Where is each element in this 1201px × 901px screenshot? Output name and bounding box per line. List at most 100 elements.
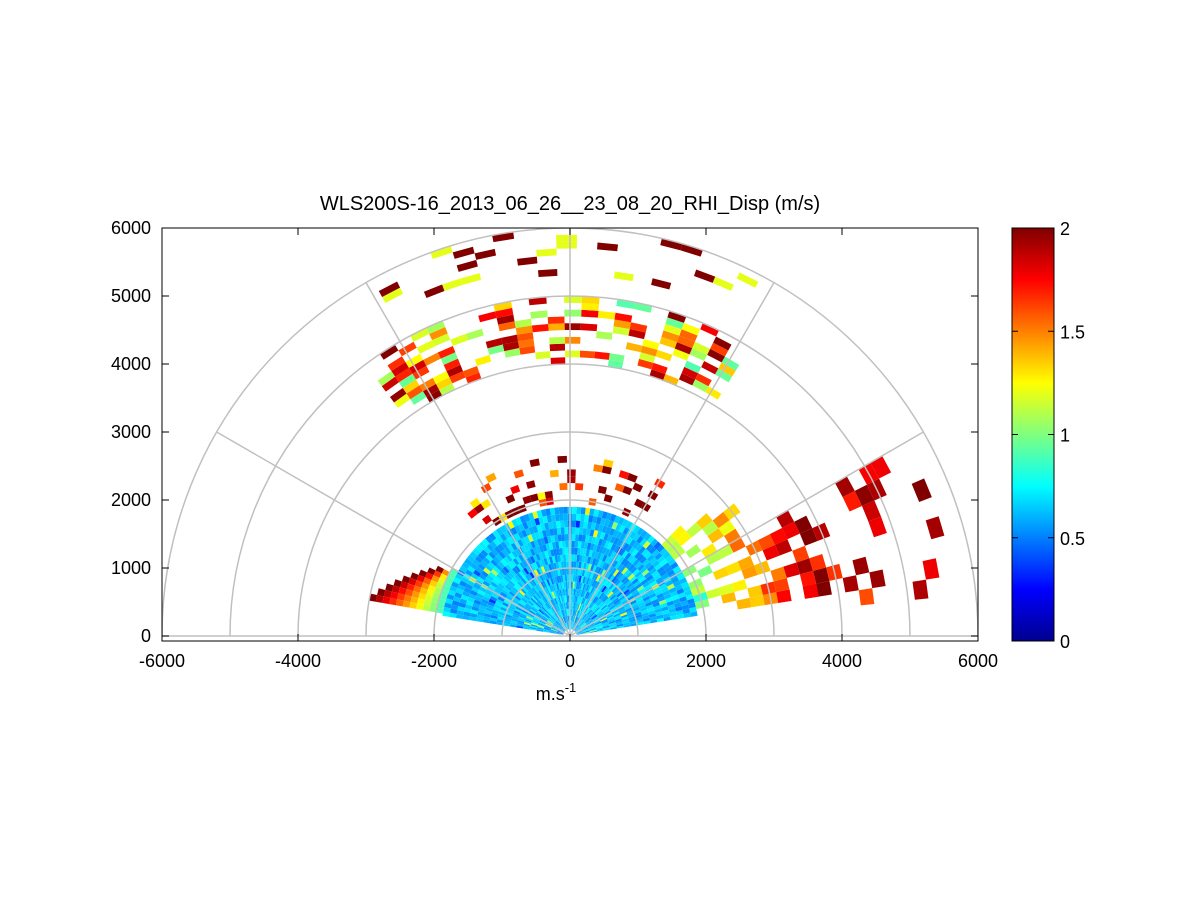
heatmap-gate-1382	[465, 600, 474, 607]
heatmap-gate-909	[543, 565, 548, 573]
heatmap-gate-359	[650, 538, 659, 547]
heatmap-gate-1586	[925, 516, 945, 540]
heatmap-gate-821	[553, 548, 558, 556]
heatmap-gate-1610	[603, 494, 613, 503]
heatmap-gate-1406	[543, 628, 551, 632]
heatmap-gate-878	[538, 530, 544, 539]
heatmap-gate-1028	[554, 613, 559, 620]
heatmap-gate-1463	[439, 573, 448, 581]
heatmap-gate-1608	[614, 483, 625, 493]
heatmap-gate-895	[536, 538, 543, 546]
heatmap-gate-326	[583, 616, 590, 622]
heatmap-gate-1764	[736, 272, 759, 288]
heatmap-gate-1323	[501, 604, 509, 610]
heatmap-gate-427	[621, 550, 629, 559]
heatmap-gate-1562	[723, 528, 741, 545]
heatmap-gate-605	[588, 549, 593, 558]
heatmap-gate-820	[554, 555, 559, 563]
heatmap-gate-966	[526, 549, 533, 558]
heatmap-gate-267	[654, 563, 663, 571]
heatmap-gate-1054	[520, 569, 528, 577]
heatmap-gate-835	[556, 575, 560, 583]
heatmap-gate-789	[555, 520, 561, 529]
heatmap-gate-1732	[446, 364, 464, 378]
heatmap-gate-1149	[485, 554, 494, 562]
heatmap-gate-528	[587, 585, 592, 593]
heatmap-gate-1154	[549, 617, 556, 623]
heatmap-gate-1336	[531, 620, 539, 624]
heatmap-gate-1731	[449, 371, 466, 384]
heatmap-gate-374	[634, 551, 642, 560]
heatmap-gate-441	[605, 571, 611, 579]
heatmap-gate-744	[567, 581, 570, 589]
heatmap-gate-617	[577, 589, 581, 597]
heatmap-gate-156	[648, 592, 657, 599]
heatmap-gate-358	[645, 543, 654, 552]
heatmap-gate-492	[590, 586, 595, 594]
heatmap-gate-827	[545, 508, 551, 516]
heatmap-gate-125	[682, 585, 691, 593]
heatmap-gate-913	[533, 539, 540, 548]
heatmap-gate-351	[614, 579, 622, 587]
heatmap-gate-691	[572, 574, 576, 582]
heatmap-gate-204	[609, 606, 617, 612]
heatmap-gate-1097	[485, 535, 493, 544]
heatmap-gate-894	[539, 544, 545, 553]
heatmap-gate-979	[540, 581, 546, 589]
heatmap-gate-591	[598, 524, 604, 532]
heatmap-gate-1012	[547, 601, 553, 608]
heatmap-gate-614	[573, 609, 577, 617]
heatmap-gate-907	[548, 578, 553, 586]
heatmap-gate-1711	[519, 345, 536, 355]
heatmap-gate-587	[591, 550, 596, 558]
heatmap-gate-237	[591, 615, 598, 621]
heatmap-gate-248	[651, 570, 660, 578]
heatmap-gate-698	[575, 527, 580, 535]
heatmap-gate-552	[598, 545, 605, 554]
heatmap-gate-534	[601, 547, 608, 555]
heatmap-gate-1439	[443, 606, 451, 613]
heatmap-gate-1744	[410, 327, 430, 342]
heatmap-gate-1453	[469, 616, 477, 622]
heatmap-gate-1202	[483, 567, 491, 575]
heatmap-gate-867	[560, 603, 563, 610]
heatmap-gate-259	[612, 597, 619, 604]
heatmap-gate-341	[653, 541, 662, 550]
heatmap-gate-1355	[524, 618, 532, 623]
heatmap-gate-1138	[540, 607, 546, 613]
heatmap-gate-127	[582, 627, 589, 631]
heatmap-gate-949	[526, 542, 533, 550]
heatmap-gate-1465	[427, 567, 436, 576]
heatmap-gate-1602	[654, 478, 666, 489]
heatmap-gate-77	[608, 620, 616, 625]
heatmap-gate-1647	[718, 362, 736, 377]
heatmap-gate-1752	[410, 391, 427, 405]
heatmap-gate-153	[630, 602, 638, 608]
heatmap-gate-109	[582, 628, 590, 632]
heatmap-gate-122	[663, 593, 672, 600]
heatmap-gate-1087	[529, 588, 536, 595]
heatmap-gate-1760	[394, 393, 411, 408]
heatmap-gate-99	[633, 609, 641, 614]
heatmap-gate-1116	[560, 626, 566, 632]
heatmap-gate-407	[616, 563, 624, 571]
heatmap-gate-822	[551, 541, 557, 550]
heatmap-gate-32	[669, 611, 677, 617]
heatmap-gate-523	[574, 616, 578, 624]
heatmap-gate-1322	[507, 607, 515, 613]
heatmap-gate-1676	[639, 352, 656, 363]
heatmap-gate-481	[613, 545, 620, 553]
heatmap-gate-970	[514, 525, 522, 533]
heatmap-gate-1216	[503, 586, 511, 594]
heatmap-gate-1065	[548, 608, 554, 615]
heatmap-gate-331	[607, 591, 614, 598]
heatmap-gate-179	[677, 573, 686, 581]
heatmap-gate-883	[563, 616, 567, 624]
heatmap-gate-770	[560, 527, 565, 535]
heatmap-gate-924	[548, 585, 553, 593]
heatmap-gate-1394	[504, 616, 512, 621]
heatmap-gate-1237	[484, 577, 493, 585]
heatmap-gate-1675	[637, 358, 654, 370]
colorbar-tick-label-1.5: 1.5	[1060, 322, 1085, 342]
heatmap-gate-425	[614, 561, 621, 570]
